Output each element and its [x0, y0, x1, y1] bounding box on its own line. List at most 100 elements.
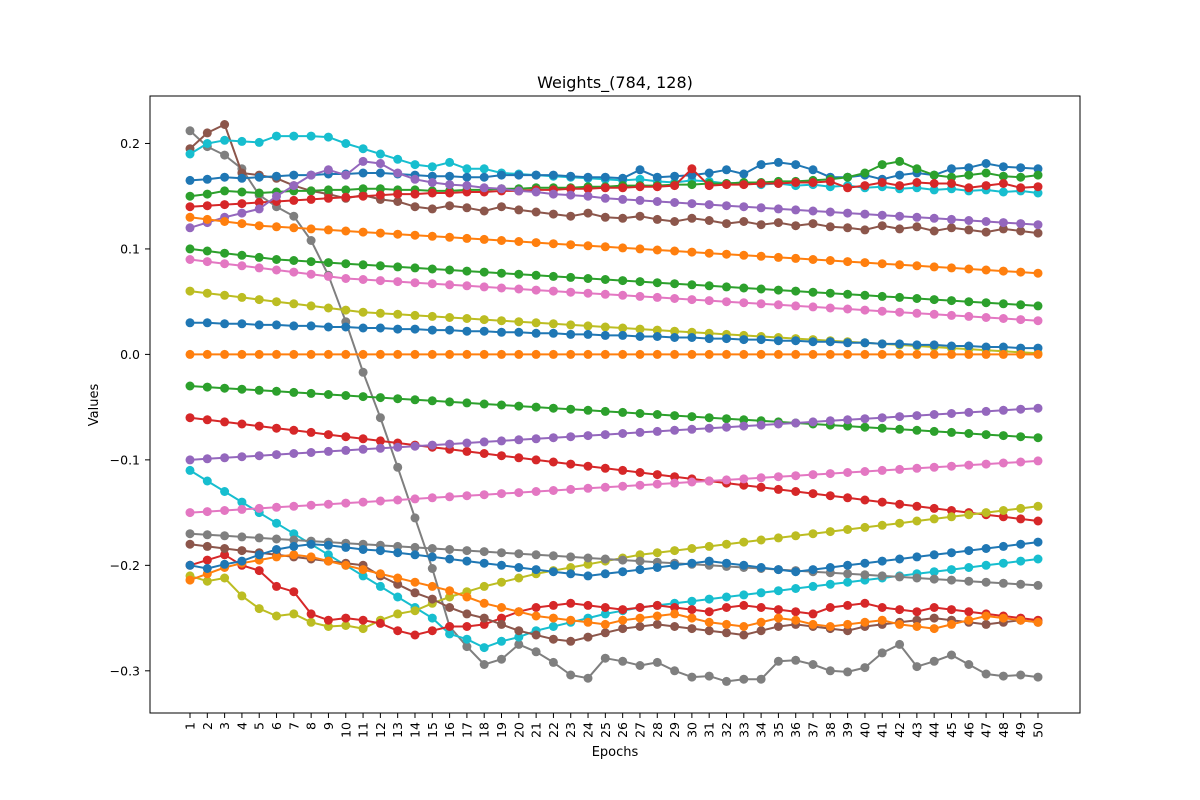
data-point	[583, 172, 593, 182]
data-point	[185, 191, 195, 201]
data-point	[635, 661, 645, 670]
data-point	[722, 349, 731, 359]
data-point	[462, 233, 472, 243]
data-point	[289, 267, 299, 277]
data-point	[739, 622, 749, 631]
data-point	[289, 349, 299, 359]
data-point	[531, 187, 541, 197]
data-point	[964, 264, 974, 274]
x-tick-label: 15	[425, 722, 440, 738]
x-tick-label: 25	[598, 722, 613, 738]
data-point	[860, 338, 870, 348]
data-point	[756, 563, 766, 572]
data-point	[704, 216, 714, 225]
data-point	[254, 533, 264, 543]
x-tick-label: 27	[632, 722, 647, 738]
data-point	[583, 553, 593, 563]
data-point	[756, 349, 766, 359]
data-point	[237, 546, 247, 556]
data-point	[998, 541, 1008, 551]
data-point	[895, 170, 905, 180]
data-point	[289, 387, 299, 397]
data-point	[272, 297, 281, 307]
data-point	[358, 444, 368, 454]
series-12	[185, 349, 1043, 359]
data-point	[272, 265, 281, 275]
data-point	[652, 197, 662, 206]
data-point	[202, 201, 212, 211]
data-point	[323, 322, 333, 332]
data-point	[254, 349, 264, 359]
data-point	[964, 183, 974, 193]
data-point	[393, 277, 403, 287]
data-point	[860, 467, 870, 476]
data-point	[981, 298, 991, 308]
data-point	[358, 144, 368, 154]
data-point	[635, 332, 645, 341]
data-point	[1016, 267, 1026, 277]
x-tick-label: 31	[702, 722, 717, 738]
data-point	[964, 576, 974, 586]
data-point	[358, 434, 368, 444]
data-point	[756, 603, 766, 612]
data-point	[185, 175, 195, 185]
data-point	[548, 622, 558, 631]
data-point	[479, 183, 489, 193]
data-point	[272, 611, 281, 621]
data-point	[375, 276, 385, 286]
data-point	[877, 423, 887, 433]
data-point	[220, 453, 230, 463]
data-point	[947, 164, 956, 174]
data-point	[272, 320, 281, 330]
data-point	[808, 529, 818, 539]
data-point	[237, 349, 247, 359]
data-point	[289, 170, 299, 180]
data-point	[964, 407, 974, 417]
data-point	[393, 573, 403, 583]
data-point	[583, 241, 593, 251]
data-point	[583, 559, 593, 569]
data-point	[341, 498, 351, 508]
data-point	[825, 563, 835, 572]
data-point	[289, 535, 299, 545]
data-point	[514, 327, 524, 337]
data-point	[254, 421, 264, 431]
data-point	[514, 237, 524, 246]
data-point	[687, 596, 697, 606]
data-point	[375, 546, 385, 556]
data-point	[998, 187, 1008, 197]
data-point	[895, 412, 905, 422]
data-point	[358, 349, 368, 359]
x-tick-label: 33	[736, 722, 751, 738]
data-point	[670, 603, 680, 612]
data-point	[756, 220, 766, 230]
data-point	[375, 413, 385, 423]
data-point	[445, 554, 455, 564]
data-point	[341, 139, 351, 148]
data-point	[220, 172, 230, 182]
x-tick-label: 49	[1013, 722, 1028, 738]
data-point	[618, 173, 628, 183]
data-point	[964, 510, 974, 520]
data-point	[843, 569, 853, 579]
data-point	[514, 317, 524, 327]
data-point	[825, 303, 835, 313]
data-point	[237, 261, 247, 271]
data-point	[670, 294, 680, 303]
data-point	[877, 339, 887, 349]
series-22	[185, 550, 1043, 634]
data-point	[375, 436, 385, 446]
data-point	[739, 349, 749, 359]
data-point	[566, 190, 576, 200]
data-point	[272, 255, 281, 264]
data-point	[375, 308, 385, 318]
data-point	[497, 577, 506, 587]
data-point	[202, 555, 212, 565]
data-point	[843, 289, 853, 299]
data-point	[410, 174, 420, 184]
data-point	[583, 461, 593, 471]
data-point	[375, 261, 385, 271]
data-point	[808, 255, 818, 264]
data-point	[202, 454, 212, 464]
data-point	[462, 556, 472, 566]
